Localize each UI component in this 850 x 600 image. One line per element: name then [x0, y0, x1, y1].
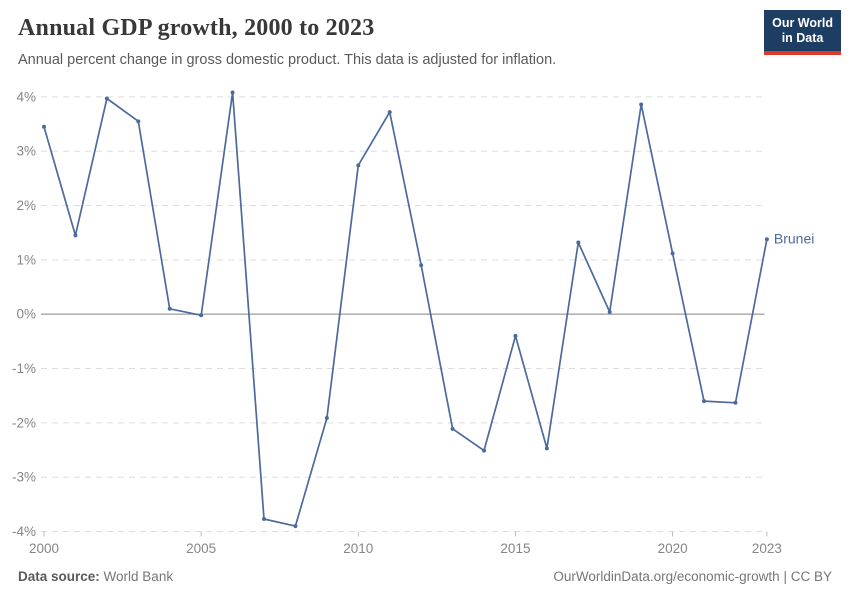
data-point-marker[interactable]: [733, 400, 738, 405]
y-axis-tick-label: 3%: [16, 144, 36, 159]
data-point-marker[interactable]: [73, 233, 78, 238]
x-axis-tick-label: 2023: [752, 541, 782, 556]
data-point-marker[interactable]: [293, 524, 298, 529]
footer-link[interactable]: OurWorldinData.org/economic-growth: [553, 569, 780, 584]
footer-links: OurWorldinData.org/economic-growth | CC …: [553, 569, 832, 584]
data-point-marker[interactable]: [42, 124, 46, 129]
data-point-marker[interactable]: [262, 517, 267, 522]
entity-label[interactable]: Brunei: [774, 231, 814, 247]
owid-logo-line2: in Data: [781, 31, 824, 45]
y-axis-tick-label: -2%: [12, 415, 36, 430]
y-axis-tick-label: -1%: [12, 361, 36, 376]
data-point-marker[interactable]: [764, 237, 769, 242]
data-point-marker[interactable]: [104, 96, 109, 101]
y-axis-tick-label: 2%: [16, 198, 36, 213]
x-axis-tick-label: 2005: [186, 541, 216, 556]
data-point-marker[interactable]: [419, 263, 424, 268]
data-point-marker[interactable]: [576, 240, 581, 245]
data-source: Data source: World Bank: [18, 569, 173, 584]
owid-logo[interactable]: Our World in Data: [764, 10, 841, 55]
data-point-marker[interactable]: [482, 448, 487, 453]
chart-footer: Data source: World Bank OurWorldinData.o…: [18, 569, 832, 584]
data-source-label: Data source:: [18, 569, 100, 584]
chart-subtitle: Annual percent change in gross domestic …: [18, 52, 557, 68]
data-source-value: World Bank: [103, 569, 174, 584]
y-axis-tick-label: -3%: [12, 470, 36, 485]
footer-separator: |: [783, 569, 787, 584]
data-point-marker[interactable]: [356, 163, 361, 168]
y-axis-tick-label: 0%: [16, 307, 36, 322]
y-axis-tick-label: 4%: [16, 89, 36, 104]
chart-title: Annual GDP growth, 2000 to 2023: [18, 15, 375, 41]
data-point-marker[interactable]: [544, 446, 549, 451]
series-line-brunei[interactable]: [43, 91, 768, 527]
data-point-marker[interactable]: [639, 102, 644, 107]
x-axis-tick-label: 2020: [658, 541, 688, 556]
data-point-marker[interactable]: [607, 310, 612, 315]
data-point-marker[interactable]: [450, 426, 455, 431]
x-axis-tick-label: 2000: [29, 541, 59, 556]
y-axis-tick-label: 1%: [16, 252, 36, 267]
owid-logo-line1: Our World: [772, 16, 833, 30]
y-axis-tick-label: -4%: [12, 524, 36, 539]
data-point-marker[interactable]: [702, 399, 707, 404]
x-axis-tick-label: 2015: [500, 541, 530, 556]
data-point-marker[interactable]: [324, 415, 329, 420]
data-point-marker[interactable]: [136, 119, 141, 124]
data-point-marker[interactable]: [670, 251, 675, 256]
data-point-marker[interactable]: [230, 90, 235, 95]
data-point-marker[interactable]: [167, 306, 172, 311]
data-point-marker[interactable]: [387, 110, 392, 115]
x-axis-tick-label: 2010: [343, 541, 373, 556]
license-label[interactable]: CC BY: [790, 569, 832, 584]
data-point-marker[interactable]: [513, 333, 518, 338]
data-point-marker[interactable]: [199, 313, 204, 318]
